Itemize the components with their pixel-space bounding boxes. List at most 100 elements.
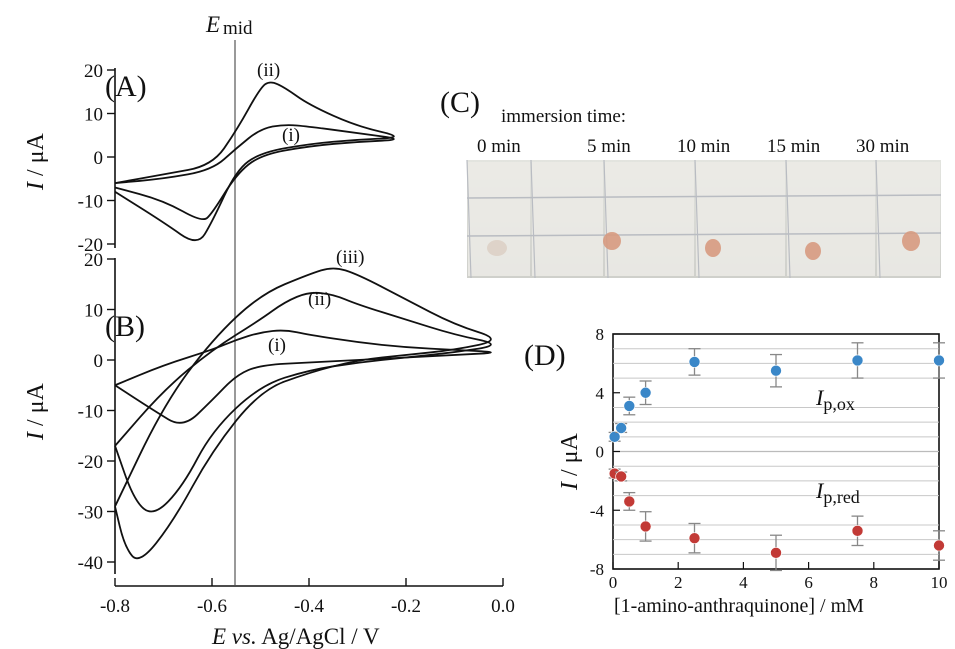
data-point-red [851,525,864,537]
paper-strip [605,162,694,276]
data-point-red [623,495,636,508]
panel-b-y-tick-label: 20 [84,250,103,271]
paper-strip [468,162,530,276]
photo-spots [487,231,920,260]
paper-edge [603,159,609,279]
data-point-ox [615,422,627,434]
sample-spot-5-min [603,232,621,250]
panel-a-y-tick-label: 0 [94,148,104,169]
panel-b-plot: 20 10 0 -10 -20 -30 -40 -0.8 -0.6 -0.4 -0.2 0.0 [78,250,515,617]
data-point-ox [933,354,945,367]
data-point-ox [770,364,782,377]
photo-time-2: 10 min [677,136,731,157]
panel-d-ylabel: I / μA [557,432,583,491]
paper-edge [466,159,472,279]
data-point-red [688,532,701,544]
panel-c-photo: (C) immersion time: 0 min 5 min 10 min 1… [440,86,942,279]
series-label-ox: Ip,ox [815,385,855,414]
panel-a-y-tick-label: 10 [84,105,103,126]
panel-a-y-tick-label: -20 [78,235,103,256]
panel-b-label: (B) [105,310,145,343]
curve-label-b-iii: (iii) [336,247,365,268]
data-point-ox [623,400,636,412]
cv-x-tick-label: -0.4 [294,596,325,617]
series-label-red: Ip,red [815,478,860,507]
panel-a-y-tick-label: 20 [84,61,103,82]
paper-edge [530,159,536,279]
panel-b-y-tick-label: -10 [78,402,103,423]
panel-b-curve-1 [114,329,492,424]
curve-label-a-i: (i) [282,125,300,146]
panel-b-y-tick-label: -20 [78,452,103,473]
photo-time-0: 0 min [477,136,521,157]
data-point-red [770,547,782,559]
panel-b-curve-3 [114,267,492,560]
data-point-red [615,470,627,483]
data-point-ox [688,356,701,368]
data-point-red [933,539,945,552]
panel-a-label: (A) [105,70,147,103]
photo-caption: immersion time: [501,106,626,127]
photo-time-1: 5 min [587,136,631,157]
paper-grid-line [466,194,942,199]
data-point-ox [851,354,864,367]
panel-d-label: (D) [524,339,566,372]
panel-a-y-tick-label: -10 [78,192,103,213]
paper-edge [785,159,791,279]
emid-label: E [205,12,220,37]
panel-d-x-tick-label: 8 [870,573,879,592]
panel-d-x-tick-label: 6 [804,573,813,592]
photo-time-4: 30 min [856,136,910,157]
sample-spot-0-min [487,240,507,256]
paper-grid-line [466,232,942,237]
sample-spot-15-min [805,242,821,260]
cv-x-tick-label: -0.2 [391,596,421,617]
sample-spot-30-min [902,231,920,251]
curve-label-b-ii: (ii) [308,289,331,310]
panel-b-y-tick-label: -40 [78,553,103,574]
photo-time-3: 15 min [767,136,821,157]
panel-b-y-tick-label: 10 [84,301,103,322]
paper-edge [694,159,700,279]
panel-a-curve-2 [114,81,395,242]
panel-d-y-tick-label: 4 [596,384,605,403]
paper-strip [696,162,785,276]
curve-label-b-i: (i) [268,335,286,356]
panel-d-y-tick-label: -4 [590,501,605,520]
sample-spot-10-min [705,239,721,257]
panel-d: 8 4 0 -4 -8 0 2 4 6 8 10 (D) Ip,ox Ip,red I / μA [… [524,325,948,617]
panel-c-label: (C) [440,86,480,119]
data-point-red [639,520,652,533]
curve-label-a-ii: (ii) [257,60,280,81]
cv-x-tick-label: -0.8 [100,596,130,617]
panel-d-x-tick-label: 0 [609,573,618,592]
panel-a-plot: 20 10 0 -10 -20 [78,61,395,256]
cv-x-tick-label: -0.6 [197,596,227,617]
panel-a-curve-1 [114,124,395,221]
paper-strip [877,162,940,276]
panel-d-plot: 8 4 0 -4 -8 0 2 4 6 8 10 [590,325,948,592]
panel-a-ylabel: I / μA [23,132,49,191]
panel-d-y-tick-label: 0 [596,443,605,462]
panel-b-ylabel: I / μA [23,382,49,441]
data-point-ox [608,431,621,443]
panel-d-y-tick-label: -8 [590,560,604,579]
photo-paper-strips [466,159,942,279]
panel-b-y-tick-label: -30 [78,503,103,524]
panel-d-y-tick-label: 8 [596,325,605,344]
cv-panels: E mid 20 10 0 -10 -20 20 10 0 -10 -20 -30 -40 -0.8 -… [23,12,515,649]
emid-subscript: mid [223,18,253,39]
cv-xlabel: E vs. Ag/AgCl / V [211,624,380,649]
panel-d-xlabel: [1-amino-anthraquinone] / mM [614,595,864,617]
data-point-ox [639,386,652,399]
panel-d-x-tick-label: 10 [931,573,948,592]
cv-x-tick-label: 0.0 [491,596,515,617]
paper-strip [532,162,603,276]
panel-b-curve-2 [114,291,492,513]
paper-edge [875,159,881,279]
paper-strip [787,162,875,276]
panel-b-y-tick-label: 0 [94,351,104,372]
panel-d-x-tick-label: 4 [739,573,748,592]
panel-d-x-tick-label: 2 [674,573,683,592]
